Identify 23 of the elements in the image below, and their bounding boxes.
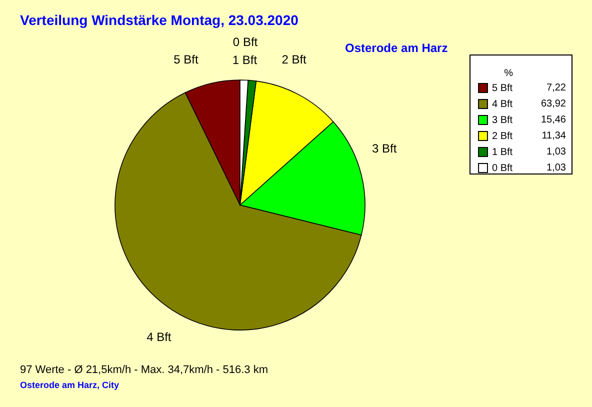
text: Osterode am Harz, City — [20, 380, 120, 390]
data-label: 63,92 — [540, 98, 566, 110]
text: 97 Werte - Ø 21,5km/h - Max. 34,7km/h - 516.3 km — [20, 364, 268, 376]
data-label: 1,03 — [546, 162, 566, 174]
data-label: 7,22 — [546, 82, 566, 94]
data-label: 11,34 — [542, 130, 566, 142]
data-label: 15,46 — [540, 114, 566, 126]
chart-title: Verteilung Windstärke Montag, 23.03.2020 — [20, 12, 299, 28]
legend-label: 3 Bft — [492, 115, 513, 126]
slice-label: 3 Bft — [372, 142, 398, 156]
chart-subtitle: Osterode am Harz — [345, 41, 448, 55]
slice-label: 4 Bft — [146, 330, 172, 344]
slice-label: 2 Bft — [282, 52, 308, 67]
legend-label: 1 Bft — [492, 147, 513, 158]
legend-label: 5 Bft — [492, 83, 513, 94]
slice-label: 0 Bft — [232, 35, 258, 50]
legend-label: 4 Bft — [492, 99, 513, 110]
slice-label: 1 Bft — [232, 53, 258, 68]
data-label: 1,03 — [546, 146, 566, 158]
legend-label: 2 Bft — [492, 131, 513, 142]
legend-title: % — [504, 68, 514, 79]
legend-label: 0 Bft — [492, 163, 513, 174]
slice-label: 5 Bft — [174, 52, 199, 67]
